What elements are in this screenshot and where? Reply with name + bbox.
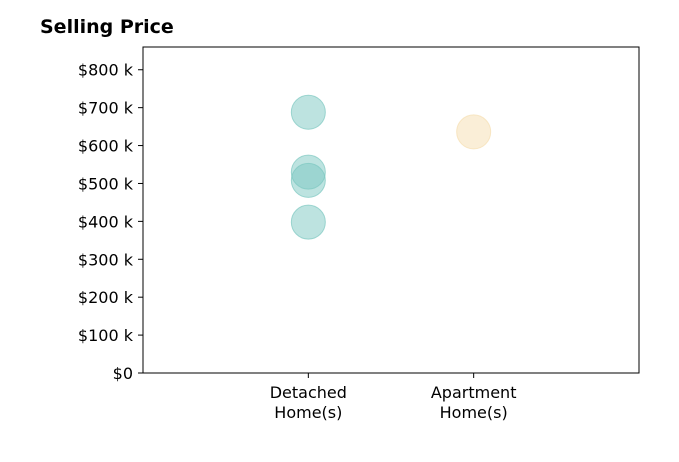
data-point [456,114,492,150]
x-tick-label: Detached Home(s) [270,383,347,422]
plot-frame [142,46,640,374]
y-tick-label: $100 k [78,326,134,345]
y-tick-label: $200 k [78,288,134,307]
y-tick-label: $600 k [78,137,134,156]
data-point [290,94,326,130]
y-tick-label: $800 k [78,61,134,80]
y-tick-label: $0 [113,364,133,383]
x-tick-label: Apartment Home(s) [431,383,517,422]
y-tick-label: $400 k [78,212,134,231]
y-tick-label: $300 k [78,250,134,269]
y-tick-label: $500 k [78,174,134,193]
data-point [290,162,326,198]
y-tick-label: $700 k [78,99,134,118]
x-axis: Detached Home(s) Apartment Home(s) [270,373,517,422]
chart-title: Selling Price [40,16,174,38]
data-points [290,94,492,240]
data-point [290,204,326,240]
y-axis: $0 $100 k $200 k $300 k $400 k $500 k $600 k $7… [78,61,143,383]
